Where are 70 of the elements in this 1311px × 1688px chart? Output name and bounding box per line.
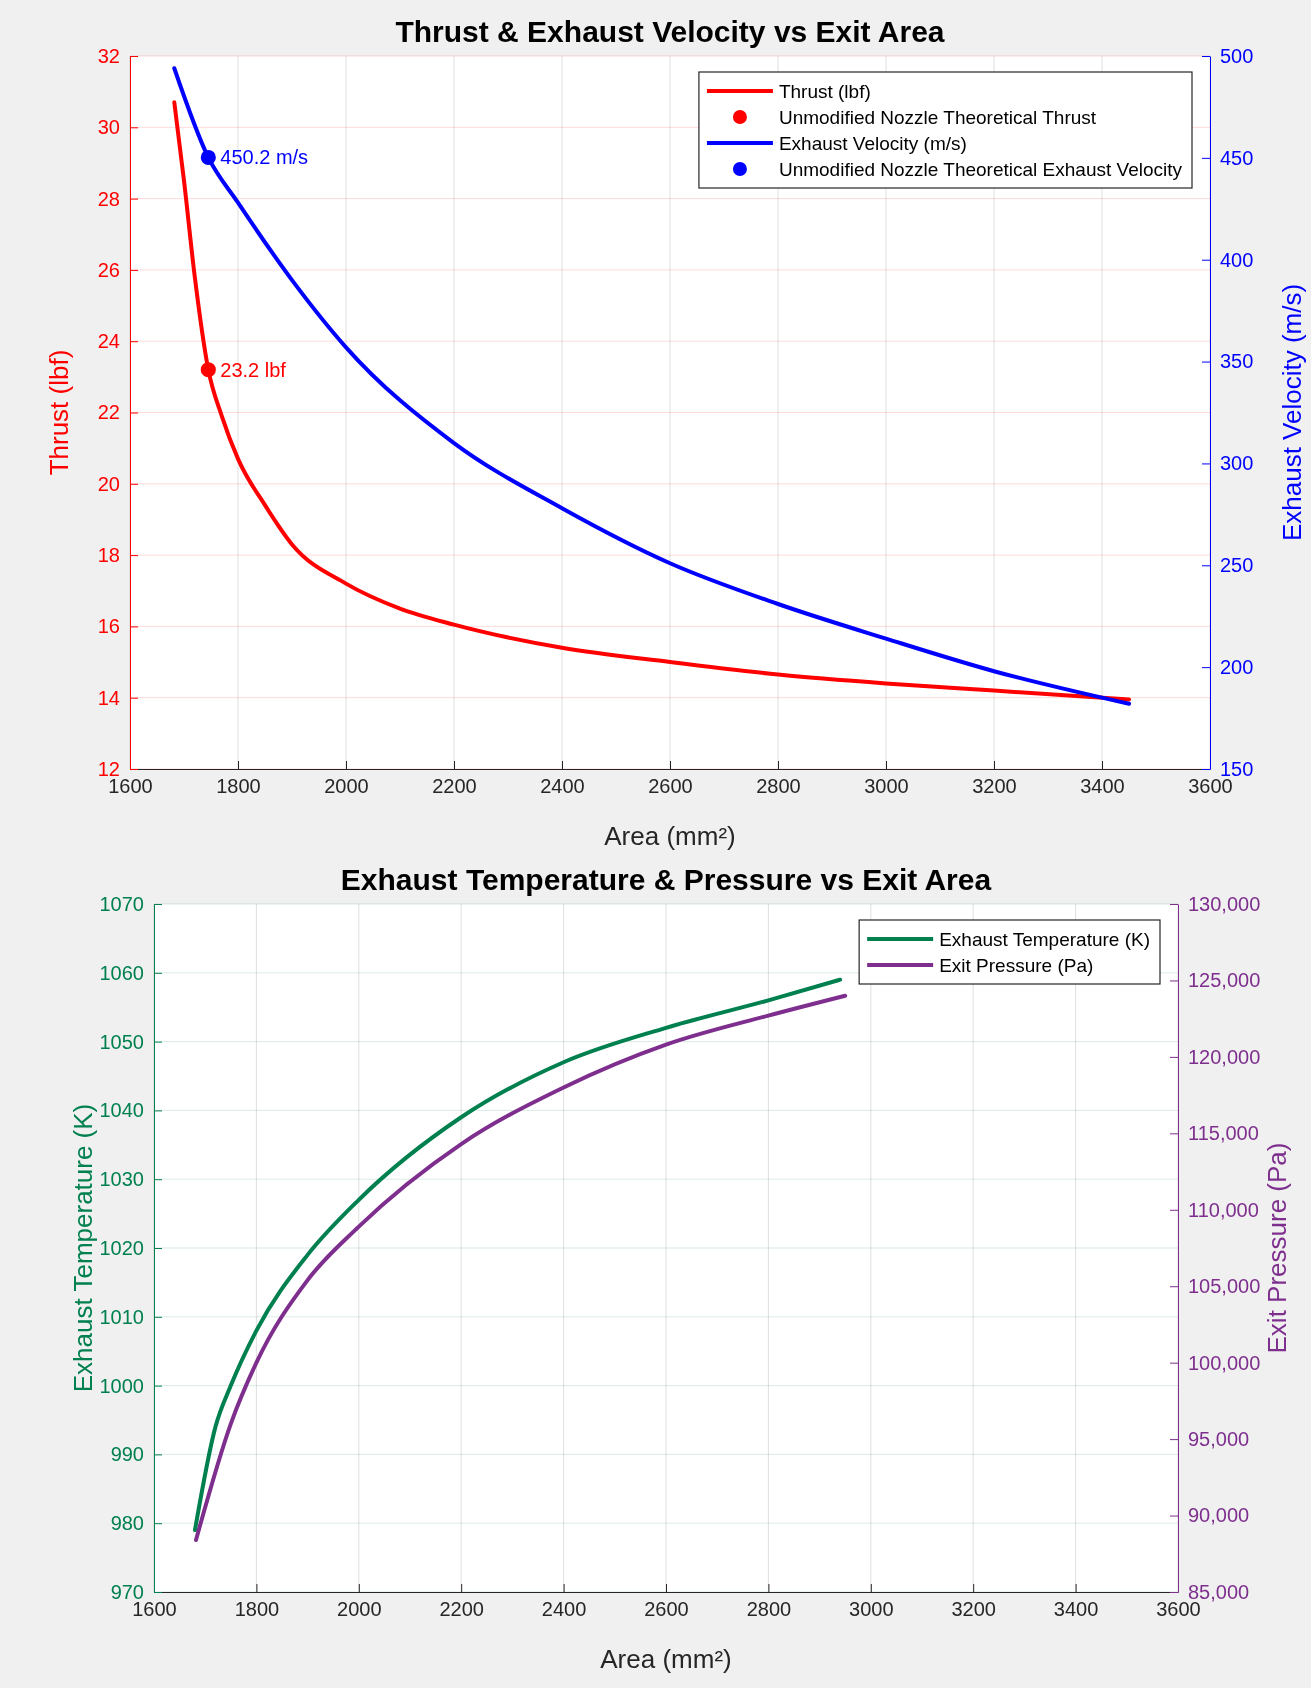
y-tick-label: 28 — [97, 187, 120, 210]
y2-tick-label: 90,000 — [1188, 1504, 1250, 1527]
chart-title: Exhaust Temperature & Pressure vs Exit Area — [340, 863, 992, 896]
y-tick-label: 980 — [110, 1512, 144, 1535]
y2-tick-label: 110,000 — [1188, 1198, 1259, 1221]
legend-label: Unmodified Nozzle Theoretical Exhaust Velocity — [778, 159, 1183, 180]
y2-tick-label: 250 — [1220, 554, 1254, 577]
y2-tick-label: 350 — [1220, 350, 1254, 373]
y-tick-label: 24 — [97, 330, 120, 353]
x-tick-label: 2800 — [746, 1598, 792, 1621]
y2-axis-title: Exit Pressure (Pa) — [1262, 1142, 1292, 1354]
y-tick-label: 14 — [97, 686, 120, 709]
y2-tick-label: 115,000 — [1188, 1122, 1259, 1145]
y-tick-label: 1030 — [99, 1168, 144, 1191]
y-tick-label: 26 — [97, 258, 120, 281]
y-tick-label: 18 — [97, 544, 120, 566]
x-tick-label: 2000 — [324, 775, 369, 798]
y-tick-label: 1020 — [99, 1236, 144, 1259]
y2-tick-label: 200 — [1220, 656, 1254, 679]
y-tick-label: 20 — [97, 472, 120, 495]
legend-label: Exhaust Temperature (K) — [939, 929, 1150, 950]
legend-label: Exhaust Velocity (m/s) — [778, 133, 967, 154]
y-tick-label: 22 — [97, 401, 120, 424]
x-tick-label: 3000 — [864, 775, 909, 798]
data-label: 450.2 m/s — [220, 146, 309, 169]
chart-title: Thrust & Exhaust Velocity vs Exit Area — [395, 15, 945, 48]
y2-axis-title: Exhaust Velocity (m/s) — [1277, 283, 1307, 542]
x-tick-label: 2000 — [337, 1598, 382, 1621]
y-tick-label: 16 — [97, 615, 120, 638]
x-tick-label: 2400 — [541, 1598, 587, 1621]
y-tick-label: 30 — [97, 116, 120, 139]
x-tick-label: 1800 — [216, 775, 261, 798]
y-tick-label: 1010 — [99, 1305, 144, 1328]
x-axis-title: Area (mm²) — [604, 821, 736, 851]
y2-tick-label: 95,000 — [1188, 1428, 1250, 1451]
x-tick-label: 2600 — [648, 775, 693, 798]
y2-tick-label: 400 — [1220, 248, 1254, 271]
x-tick-label: 2200 — [432, 775, 477, 798]
y-axis-title: Thrust (lbf) — [44, 349, 74, 476]
x-tick-label: 2600 — [644, 1598, 689, 1621]
x-tick-label: 3000 — [849, 1598, 894, 1621]
x-tick-label: 3200 — [972, 775, 1017, 798]
x-tick-label: 1800 — [234, 1598, 280, 1621]
legend-label: Unmodified Nozzle Theoretical Thrust — [778, 107, 1097, 128]
y-tick-label: 1050 — [99, 1030, 144, 1053]
data-label: 23.2 lbf — [220, 358, 287, 381]
legend-label: Exit Pressure (Pa) — [939, 955, 1094, 976]
y2-tick-label: 130,000 — [1188, 892, 1261, 915]
y-tick-label: 1040 — [99, 1099, 144, 1122]
y2-tick-label: 500 — [1220, 44, 1254, 67]
x-tick-label: 3400 — [1080, 775, 1125, 798]
x-tick-label: 3200 — [951, 1598, 996, 1621]
x-tick-label: 2200 — [439, 1598, 484, 1621]
y-tick-label: 1000 — [99, 1374, 144, 1397]
y2-tick-label: 120,000 — [1188, 1045, 1261, 1068]
y-axis-title: Exhaust Temperature (K) — [68, 1103, 98, 1393]
x-tick-label: 2400 — [540, 775, 585, 798]
y2-tick-label: 105,000 — [1188, 1275, 1261, 1298]
y2-tick-label: 100,000 — [1188, 1351, 1261, 1374]
y-tick-label: 1060 — [99, 961, 144, 984]
x-axis-title: Area (mm²) — [600, 1644, 732, 1674]
x-tick-label: 3400 — [1053, 1598, 1099, 1621]
y-tick-label: 990 — [110, 1443, 144, 1466]
y-tick-label: 1070 — [99, 892, 144, 915]
y2-tick-label: 125,000 — [1188, 969, 1261, 992]
y-tick-label: 32 — [97, 44, 120, 67]
legend-label: Thrust (lbf) — [778, 81, 871, 102]
y2-tick-label: 300 — [1220, 452, 1254, 475]
y2-tick-label: 450 — [1220, 146, 1254, 169]
x-tick-label: 2800 — [756, 775, 801, 798]
